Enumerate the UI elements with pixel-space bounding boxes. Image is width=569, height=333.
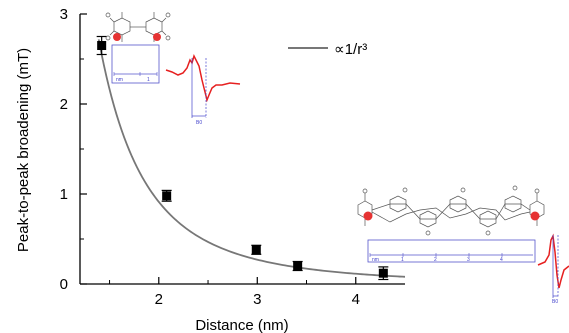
data-point <box>251 245 261 255</box>
axis-tick-labels: 2 3 4 0 1 2 3 <box>60 6 360 308</box>
scale-box <box>367 239 536 263</box>
molecule-drawing <box>357 185 545 236</box>
fit-curve-line <box>97 39 406 278</box>
field-span-label: B0 <box>552 299 558 305</box>
copper-center-marker <box>530 211 540 221</box>
epr-spectrum-long <box>537 233 569 289</box>
copper-center-marker <box>363 211 373 221</box>
y-tick-label: 0 <box>60 276 68 293</box>
data-point <box>378 268 388 278</box>
scale-tick-label: 1 <box>401 257 404 263</box>
x-tick-label: 3 <box>253 291 261 308</box>
x-axis-label: Distance (nm) <box>195 317 288 333</box>
legend-label: ∝1/r³ <box>334 41 367 58</box>
inset-short-molecule: nm 1 B0 <box>105 12 241 126</box>
data-point <box>162 191 172 201</box>
copper-center-marker <box>153 33 161 41</box>
scale-box <box>111 44 160 84</box>
data-points <box>97 41 388 278</box>
scale-tick-label: 4 <box>500 257 503 263</box>
scale-tick-label: 1 <box>147 77 150 83</box>
data-point <box>293 261 303 271</box>
field-span-label: B0 <box>196 120 202 126</box>
axis-ticks <box>80 13 357 285</box>
scale-tick-label: 3 <box>467 257 470 263</box>
data-point <box>97 41 107 50</box>
inset-long-molecule: nm 1 2 3 4 B0 <box>357 185 569 305</box>
legend: ∝1/r³ <box>288 41 367 58</box>
x-tick-label: 4 <box>352 291 360 308</box>
y-tick-label: 1 <box>60 186 68 203</box>
scale-unit-label: nm <box>116 77 123 83</box>
error-bars <box>96 35 389 281</box>
epr-spectrum-short <box>165 53 241 103</box>
copper-center-marker <box>113 33 121 41</box>
x-tick-label: 2 <box>155 291 163 308</box>
y-tick-label: 2 <box>60 96 68 113</box>
scale-tick-label: 2 <box>434 257 437 263</box>
y-tick-label: 3 <box>60 6 68 23</box>
y-axis-label: Peak-to-peak broadening (mT) <box>15 48 32 252</box>
scale-unit-label: nm <box>372 257 379 263</box>
